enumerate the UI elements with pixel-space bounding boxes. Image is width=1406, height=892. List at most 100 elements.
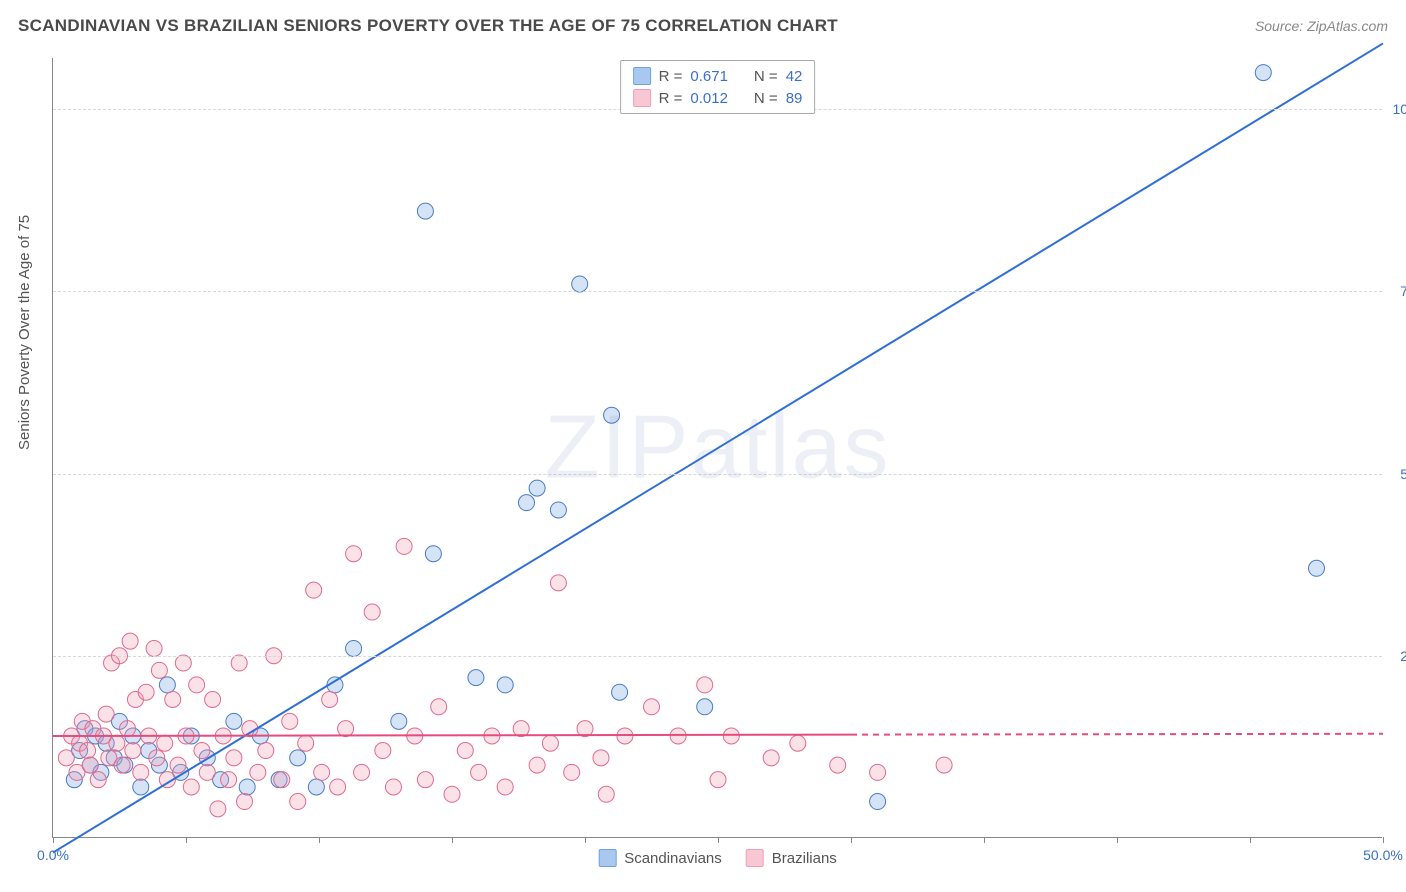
trend-line — [53, 43, 1383, 852]
data-point — [199, 764, 215, 780]
data-point — [354, 764, 370, 780]
chart-plot-area: ZIPatlas R = 0.671 N = 42 R = 0.012 N = … — [52, 58, 1382, 838]
data-point — [183, 779, 199, 795]
data-point — [221, 772, 237, 788]
data-point — [936, 757, 952, 773]
data-point — [237, 794, 253, 810]
chart-title: SCANDINAVIAN VS BRAZILIAN SENIORS POVERT… — [18, 16, 838, 36]
data-point — [870, 764, 886, 780]
data-point — [170, 757, 186, 773]
data-point — [231, 655, 247, 671]
scatter-svg — [53, 58, 1382, 837]
x-tick — [1117, 837, 1118, 843]
y-axis-label: Seniors Poverty Over the Age of 75 — [16, 215, 33, 450]
data-point — [790, 735, 806, 751]
data-point — [346, 546, 362, 562]
data-point — [385, 779, 401, 795]
data-point — [644, 699, 660, 715]
data-point — [346, 640, 362, 656]
data-point — [497, 779, 513, 795]
data-point — [226, 750, 242, 766]
legend-correlation-box: R = 0.671 N = 42 R = 0.012 N = 89 — [620, 60, 816, 114]
data-point — [239, 779, 255, 795]
gridline-h — [53, 474, 1382, 475]
data-point — [90, 772, 106, 788]
data-point — [194, 743, 210, 759]
data-point — [138, 684, 154, 700]
data-point — [189, 677, 205, 693]
data-point — [518, 495, 534, 511]
data-point — [572, 276, 588, 292]
data-point — [425, 546, 441, 562]
data-point — [1255, 65, 1271, 81]
x-tick — [585, 837, 586, 843]
data-point — [290, 750, 306, 766]
data-point — [364, 604, 380, 620]
data-point — [226, 713, 242, 729]
x-tick — [53, 837, 54, 843]
data-point — [471, 764, 487, 780]
swatch-brazilian-icon — [746, 849, 764, 867]
data-point — [330, 779, 346, 795]
gridline-h — [53, 656, 1382, 657]
chart-source: Source: ZipAtlas.com — [1255, 18, 1388, 34]
data-point — [593, 750, 609, 766]
data-point — [298, 735, 314, 751]
y-tick-label: 50.0% — [1400, 466, 1406, 482]
swatch-brazilian — [633, 89, 651, 107]
data-point — [723, 728, 739, 744]
data-point — [1309, 560, 1325, 576]
swatch-scandinavian-icon — [598, 849, 616, 867]
data-point — [529, 757, 545, 773]
data-point — [322, 691, 338, 707]
trend-line-extrapolated — [851, 734, 1383, 735]
data-point — [550, 575, 566, 591]
legend-item-brazilian: Brazilians — [746, 849, 837, 867]
data-point — [109, 735, 125, 751]
trend-line — [53, 735, 851, 736]
data-point — [542, 735, 558, 751]
x-tick — [1250, 837, 1251, 843]
data-point — [149, 750, 165, 766]
swatch-scandinavian — [633, 67, 651, 85]
x-tick — [984, 837, 985, 843]
data-point — [205, 691, 221, 707]
data-point — [697, 699, 713, 715]
data-point — [375, 743, 391, 759]
legend-series: Scandinavians Brazilians — [598, 849, 837, 867]
data-point — [58, 750, 74, 766]
data-point — [146, 640, 162, 656]
data-point — [468, 670, 484, 686]
data-point — [604, 407, 620, 423]
legend-row-brazilian: R = 0.012 N = 89 — [633, 87, 803, 109]
data-point — [763, 750, 779, 766]
x-tick-label: 50.0% — [1363, 847, 1403, 863]
data-point — [396, 538, 412, 554]
data-point — [598, 786, 614, 802]
data-point — [98, 706, 114, 722]
data-point — [612, 684, 628, 700]
chart-header: SCANDINAVIAN VS BRAZILIAN SENIORS POVERT… — [18, 16, 1388, 36]
data-point — [417, 772, 433, 788]
data-point — [122, 633, 138, 649]
y-tick-label: 100.0% — [1393, 101, 1406, 117]
data-point — [308, 779, 324, 795]
data-point — [282, 713, 298, 729]
data-point — [133, 779, 149, 795]
data-point — [80, 743, 96, 759]
data-point — [157, 735, 173, 751]
data-point — [314, 764, 330, 780]
data-point — [159, 677, 175, 693]
gridline-h — [53, 291, 1382, 292]
x-tick — [718, 837, 719, 843]
data-point — [210, 801, 226, 817]
data-point — [417, 203, 433, 219]
data-point — [870, 794, 886, 810]
data-point — [697, 677, 713, 693]
x-tick — [1383, 837, 1384, 843]
data-point — [133, 764, 149, 780]
x-tick — [452, 837, 453, 843]
data-point — [529, 480, 545, 496]
legend-row-scandinavian: R = 0.671 N = 42 — [633, 65, 803, 87]
x-tick-label: 0.0% — [37, 847, 69, 863]
